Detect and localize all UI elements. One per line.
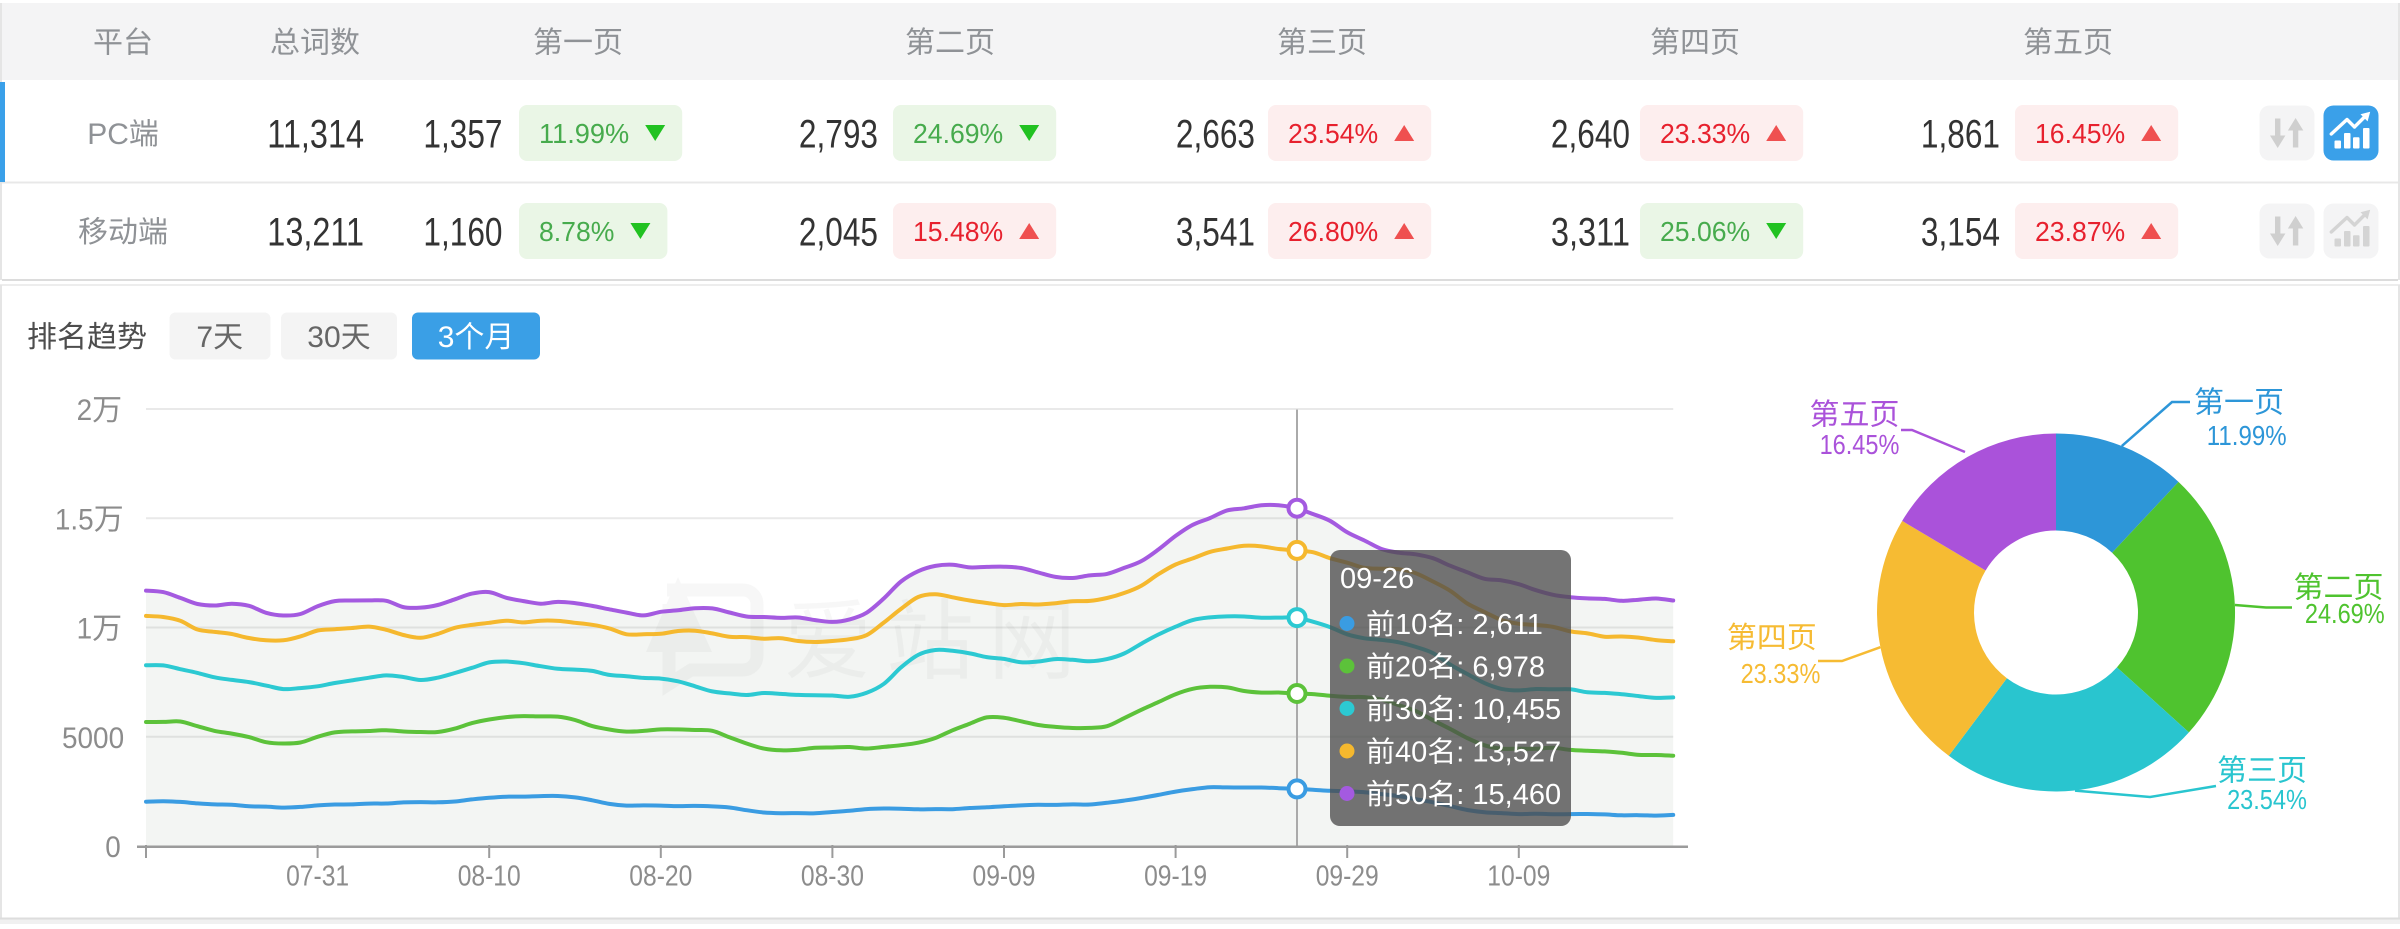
svg-text:3: 3 xyxy=(438,321,455,354)
svg-text:16.45%: 16.45% xyxy=(2035,118,2125,149)
svg-text:: 6,978: : 6,978 xyxy=(1456,652,1545,684)
svg-text:09-19: 09-19 xyxy=(1144,861,1207,893)
svg-text:11.99%: 11.99% xyxy=(2207,420,2287,451)
svg-text:1,357: 1,357 xyxy=(423,113,502,157)
svg-text:16.45%: 16.45% xyxy=(1820,429,1900,460)
svg-text:2,793: 2,793 xyxy=(799,113,878,157)
svg-text:50: 50 xyxy=(1395,779,1427,811)
svg-text:09-29: 09-29 xyxy=(1316,861,1379,893)
svg-text:8.78%: 8.78% xyxy=(539,216,614,247)
svg-text:09-26: 09-26 xyxy=(1340,563,1414,595)
svg-text:23.33%: 23.33% xyxy=(1660,118,1750,149)
svg-text:: 10,455: : 10,455 xyxy=(1456,694,1561,726)
svg-text:15.48%: 15.48% xyxy=(913,216,1003,247)
svg-text:25.06%: 25.06% xyxy=(1660,216,1750,247)
svg-text:23.33%: 23.33% xyxy=(1741,658,1821,689)
svg-text:13,211: 13,211 xyxy=(267,211,364,255)
svg-text:08-30: 08-30 xyxy=(801,861,864,893)
svg-text:08-20: 08-20 xyxy=(629,861,692,893)
svg-text:1.5: 1.5 xyxy=(55,503,94,536)
svg-text:10: 10 xyxy=(1395,609,1427,641)
svg-text:11,314: 11,314 xyxy=(267,113,364,157)
svg-text:0: 0 xyxy=(105,831,121,864)
svg-text:1,861: 1,861 xyxy=(1921,113,2000,157)
svg-text:10-09: 10-09 xyxy=(1487,861,1550,893)
svg-text:08-10: 08-10 xyxy=(458,861,521,893)
svg-text:23.54%: 23.54% xyxy=(1288,118,1378,149)
svg-text:2,663: 2,663 xyxy=(1176,113,1255,157)
svg-text:07-31: 07-31 xyxy=(286,861,349,893)
svg-text:24.69%: 24.69% xyxy=(2305,598,2385,629)
svg-text:PC: PC xyxy=(87,118,129,151)
svg-text:30: 30 xyxy=(307,321,340,354)
svg-text:20: 20 xyxy=(1395,652,1427,684)
svg-text:23.87%: 23.87% xyxy=(2035,216,2125,247)
svg-text:1: 1 xyxy=(77,613,93,646)
svg-text:7: 7 xyxy=(196,321,213,354)
svg-text:: 2,611: : 2,611 xyxy=(1456,609,1543,641)
svg-text:1,160: 1,160 xyxy=(423,211,502,255)
svg-text:23.54%: 23.54% xyxy=(2227,784,2307,815)
svg-text:: 15,460: : 15,460 xyxy=(1456,779,1561,811)
svg-text:24.69%: 24.69% xyxy=(913,118,1003,149)
svg-text:2,640: 2,640 xyxy=(1551,113,1630,157)
svg-text:2: 2 xyxy=(77,394,93,427)
svg-text:5000: 5000 xyxy=(62,722,124,755)
svg-text:2,045: 2,045 xyxy=(799,211,878,255)
svg-text:26.80%: 26.80% xyxy=(1288,216,1378,247)
svg-text:30: 30 xyxy=(1395,694,1427,726)
svg-text:3,154: 3,154 xyxy=(1921,211,2000,255)
svg-text:3,541: 3,541 xyxy=(1176,211,1255,255)
svg-text:11.99%: 11.99% xyxy=(539,118,629,149)
svg-text:40: 40 xyxy=(1395,737,1427,769)
svg-text:: 13,527: : 13,527 xyxy=(1456,737,1561,769)
svg-text:09-09: 09-09 xyxy=(973,861,1036,893)
svg-text:3,311: 3,311 xyxy=(1551,211,1630,255)
